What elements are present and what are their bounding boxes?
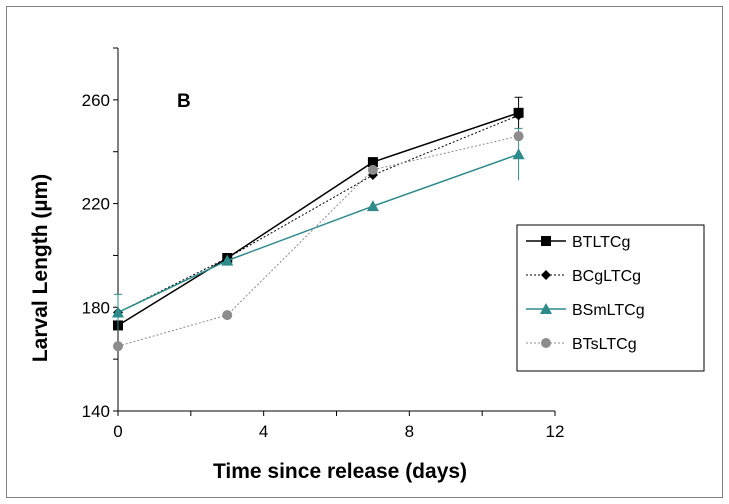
legend-marker-BSmLTCg: [540, 303, 552, 314]
axes: 140 180 220 260 0 4 8 12: [82, 47, 565, 441]
legend-marker-BTsLTCg: [541, 338, 551, 348]
data-point: [367, 164, 378, 175]
y-axis-title: Larval Length (µm): [29, 174, 52, 362]
data-point: [113, 341, 123, 352]
x-tick-label: 12: [546, 422, 565, 441]
legend-label-BCgLTCg: BCgLTCg: [572, 268, 641, 285]
x-axis-title: Time since release (days): [213, 460, 467, 483]
legend-label-BTLTCg: BTLTCg: [572, 234, 630, 251]
data-point: [513, 110, 524, 121]
series-BTsLTCg: [113, 131, 524, 352]
data-point: [513, 131, 524, 142]
legend-label-BTsLTCg: BTsLTCg: [572, 336, 637, 353]
legend-marker-BCgLTCg: [541, 270, 551, 280]
data-point: [112, 306, 124, 318]
data-point: [367, 157, 378, 168]
legend-marker-BTLTCg: [541, 236, 551, 246]
panel-label: B: [177, 91, 191, 112]
data-point: [221, 254, 234, 266]
y-tick-label: 260: [82, 91, 110, 110]
series-BTLTCg: [113, 96, 524, 331]
data-point: [222, 310, 233, 321]
series-line-BCgLTCg: [117, 114, 519, 313]
data-point: [366, 200, 379, 212]
series-BSmLTCg: [112, 127, 525, 331]
legend-label-BSmLTCg: BSmLTCg: [572, 302, 645, 319]
y-tick-label: 180: [82, 298, 110, 317]
y-tick-label: 140: [82, 402, 110, 421]
x-tick-label: 8: [405, 422, 414, 441]
data-point: [512, 148, 525, 160]
y-tick-label: 220: [82, 195, 110, 214]
series-line-BTLTCg: [117, 112, 519, 327]
x-tick-label: 4: [259, 422, 268, 441]
legend: BTLTCg BCgLTCg BSmLTCg BTsLTCg: [516, 224, 705, 372]
x-tick-label: 0: [113, 422, 122, 441]
series-layer: [112, 96, 525, 352]
series-line-BTsLTCg: [117, 135, 519, 347]
series-line-BSmLTCg: [117, 153, 519, 314]
